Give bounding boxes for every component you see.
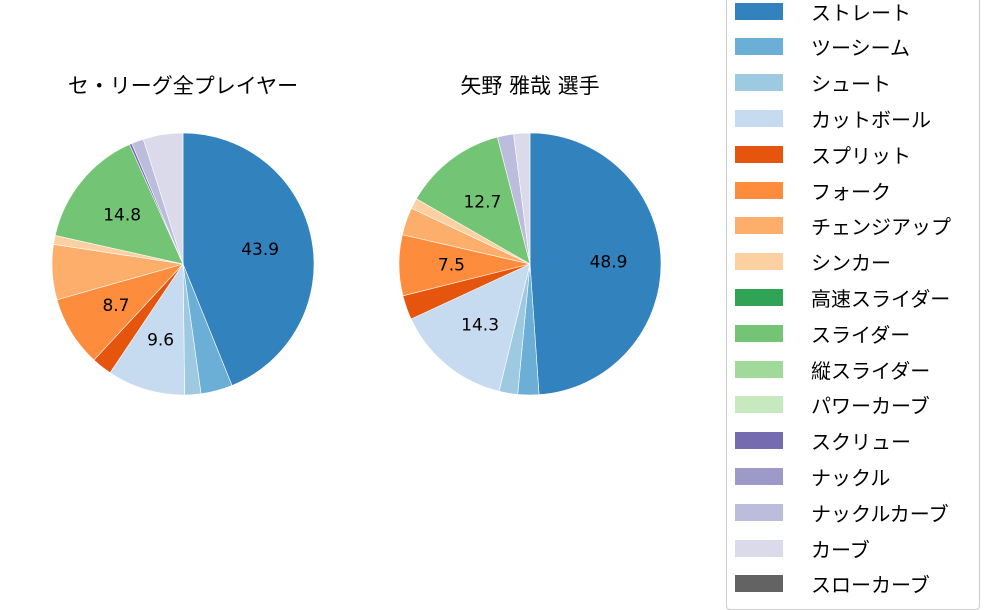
legend-label: スローカーブ (811, 573, 930, 598)
legend-item: ナックルカーブ (735, 500, 949, 526)
pie-slice (416, 136, 531, 265)
legend-label: 縦スライダー (811, 358, 931, 383)
legend-item: シンカー (735, 250, 891, 276)
legend-swatch (735, 467, 783, 485)
legend-swatch (735, 324, 783, 342)
slice-value-label: 43.9 (241, 240, 279, 260)
legend-label: フォーク (811, 179, 891, 204)
legend-item: カーブ (735, 536, 870, 562)
legend-label: ストレート (811, 0, 911, 25)
legend-label: カーブ (811, 537, 870, 562)
legend-swatch (735, 432, 783, 450)
legend-swatch (735, 539, 783, 557)
legend-swatch (735, 217, 783, 235)
legend-swatch (735, 288, 783, 306)
legend-item: チェンジアップ (735, 214, 951, 240)
legend-item: ストレート (735, 0, 911, 25)
legend-swatch (735, 2, 783, 20)
pie-chart-player: 48.9 14.3 7.5 12.7 (398, 132, 662, 396)
pie-slice (513, 132, 531, 265)
slice-value-label: 12.7 (463, 192, 501, 212)
slice-value-label: 9.6 (147, 330, 174, 350)
pie-slice (54, 144, 184, 265)
legend-swatch (735, 181, 783, 199)
legend-swatch (735, 74, 783, 92)
slice-value-label: 8.7 (102, 296, 129, 316)
legend-swatch (735, 360, 783, 378)
pie-slice (142, 132, 184, 265)
legend-item: フォーク (735, 178, 891, 204)
slice-value-label: 14.8 (103, 205, 141, 225)
pie-charts: 43.9 9.6 8.7 14.8 48.9 14.3 7.5 12.7 (51, 132, 662, 396)
legend-label: ツーシーム (811, 36, 910, 61)
legend-label: スクリュー (811, 430, 911, 455)
legend-item: スローカーブ (735, 572, 930, 598)
legend-label: チェンジアップ (811, 215, 951, 240)
slice-value-label: 14.3 (461, 316, 499, 336)
pie-slice (109, 263, 185, 396)
legend-label: パワーカーブ (811, 394, 930, 419)
legend-item: カットボール (735, 106, 931, 132)
legend-swatch (735, 109, 783, 127)
left-chart-title: セ・リーグ全プレイヤー (67, 74, 299, 98)
legend-swatch (735, 145, 783, 163)
legend-item: ナックル (735, 464, 891, 490)
legend-label: シュート (811, 72, 891, 97)
legend-item: スプリット (735, 142, 911, 168)
slice-value-label: 48.9 (590, 252, 628, 272)
legend-swatch (735, 503, 783, 521)
legend-item: スクリュー (735, 429, 911, 455)
legend-swatch (735, 575, 783, 593)
pie-slice (529, 132, 662, 396)
slice-value-label: 7.5 (438, 256, 465, 276)
legend-label: スプリット (811, 143, 911, 168)
legend-item: シュート (735, 71, 891, 97)
legend-item: 縦スライダー (735, 357, 931, 383)
legend-label: 高速スライダー (811, 286, 951, 311)
pie-slice (182, 132, 315, 386)
legend-label: シンカー (811, 251, 891, 276)
legend: ストレートツーシームシュートカットボール スプリットフォークチェンジアップ シンカー… (726, 0, 980, 610)
legend-item: スライダー (735, 321, 911, 347)
legend-swatch (735, 253, 783, 271)
legend-label: カットボール (811, 107, 931, 132)
pie-slice (410, 263, 531, 392)
legend-label: ナックル (811, 465, 891, 490)
legend-swatch (735, 38, 783, 56)
legend-item: 高速スライダー (735, 285, 951, 311)
legend-item: ツーシーム (735, 35, 910, 61)
legend-label: スライダー (811, 322, 911, 347)
legend-label: ナックルカーブ (811, 501, 949, 526)
pie-chart-league: 43.9 9.6 8.7 14.8 (51, 132, 315, 396)
right-chart-title: 矢野 雅哉 選手 (460, 74, 600, 98)
legend-item: パワーカーブ (735, 393, 930, 419)
legend-swatch (735, 396, 783, 414)
